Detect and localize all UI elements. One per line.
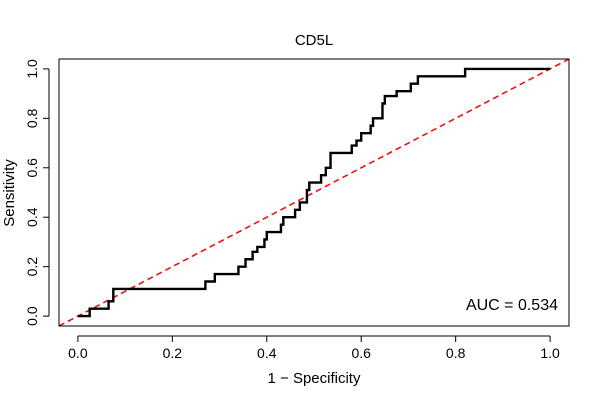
roc-curve-layer [77,67,551,318]
reference-diagonal-line [59,59,569,326]
y-tick-label: 0.2 [24,257,40,277]
x-axis-label: 1 − Specificity [268,370,361,387]
auc-annotation: AUC = 0.534 [466,297,558,314]
reference-diagonal-layer [59,59,569,326]
x-tick-label: 0.0 [68,345,88,361]
x-axis: 0.0 0.2 0.4 0.6 0.8 1.0 [68,335,560,361]
roc-curve-line [77,67,551,318]
chart-title: CD5L [295,32,333,49]
x-tick-label: 0.2 [163,345,183,361]
x-tick-label: 1.0 [540,345,560,361]
x-tick-label: 0.4 [257,345,277,361]
x-tick-label: 0.6 [351,345,371,361]
x-tick-label: 0.8 [446,345,466,361]
y-axis-label: Sensitivity [1,159,18,227]
y-tick-label: 1.0 [24,59,40,79]
y-tick-label: 0.6 [24,158,40,178]
y-tick-label: 0.8 [24,108,40,128]
y-tick-label: 0.0 [24,306,40,326]
y-axis: 0.0 0.2 0.4 0.6 0.8 1.0 [24,59,50,326]
y-tick-label: 0.4 [24,207,40,227]
plot-frame [58,58,570,327]
